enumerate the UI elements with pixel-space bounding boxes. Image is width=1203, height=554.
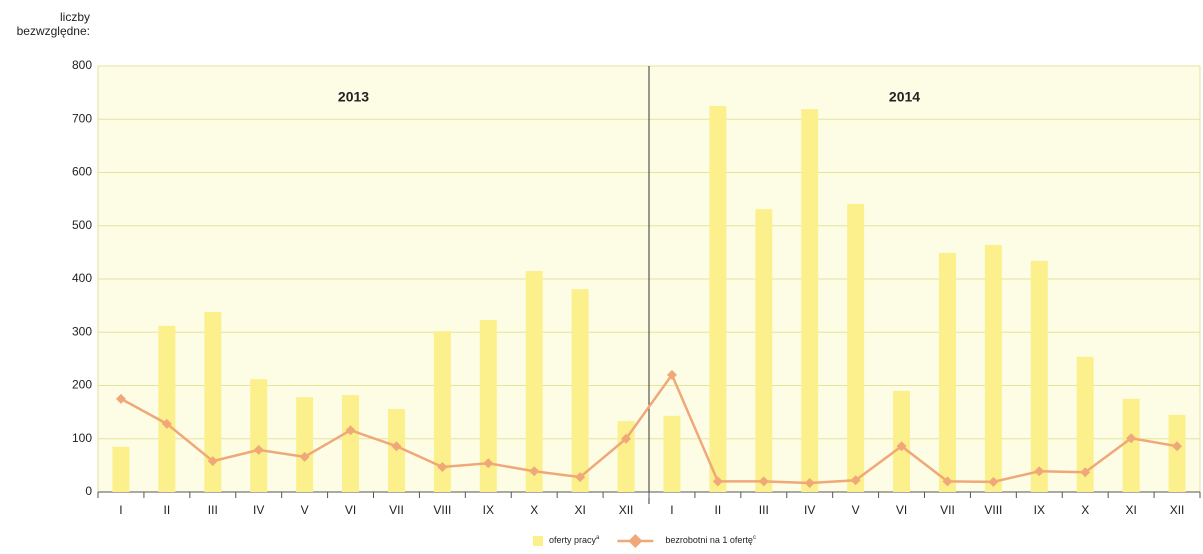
- legend-name: bezrobotni na 1 ofertę: [665, 535, 753, 545]
- x-tick-label: II: [164, 503, 171, 517]
- bar: [479, 320, 497, 492]
- bar: [158, 325, 176, 492]
- bar: [342, 395, 360, 492]
- marker: [161, 418, 172, 429]
- legend-label: bezrobotni na 1 ofertęc: [665, 535, 756, 546]
- marker: [896, 441, 907, 452]
- marker: [345, 425, 356, 436]
- bar: [204, 312, 222, 492]
- x-tick-label: X: [530, 503, 538, 517]
- y-tick-label: 700: [72, 111, 92, 125]
- x-tick-label: XI: [1125, 503, 1136, 517]
- bar: [847, 203, 865, 493]
- group-label: 2014: [889, 89, 920, 105]
- x-tick-label: V: [301, 503, 309, 517]
- bar: [1122, 398, 1140, 492]
- legend-note: c: [753, 535, 756, 541]
- bar: [663, 415, 681, 492]
- marker: [712, 476, 723, 487]
- x-tick-label: VII: [389, 503, 404, 517]
- marker: [666, 369, 677, 380]
- marker: [391, 441, 402, 452]
- x-tick-label: VI: [345, 503, 356, 517]
- group-label: 2013: [338, 89, 369, 105]
- x-tick-label: IV: [804, 503, 815, 517]
- bar: [433, 331, 451, 492]
- marker: [850, 475, 861, 486]
- x-tick-label: VII: [940, 503, 955, 517]
- marker: [988, 476, 999, 487]
- marker: [621, 433, 632, 444]
- y-tick-label: 200: [72, 378, 92, 392]
- y-tick-label: 500: [72, 218, 92, 232]
- x-tick-label: XII: [1170, 503, 1185, 517]
- legend-swatch: [628, 534, 643, 548]
- bar: [1168, 414, 1186, 492]
- x-tick-label: X: [1081, 503, 1089, 517]
- marker: [529, 466, 540, 477]
- x-tick-label: V: [852, 503, 860, 517]
- bar: [571, 289, 589, 492]
- y-tick-label: 800: [72, 58, 92, 72]
- marker: [483, 458, 494, 469]
- x-tick-label: XII: [619, 503, 634, 517]
- x-tick-label: I: [670, 503, 673, 517]
- marker: [299, 451, 310, 462]
- x-tick-label: IX: [1034, 503, 1045, 517]
- bar: [709, 105, 727, 492]
- marker: [1172, 441, 1183, 452]
- x-tick-label: II: [715, 503, 722, 517]
- bar: [938, 252, 956, 492]
- x-tick-label: I: [119, 503, 122, 517]
- legend-label: oferty pracya: [549, 535, 600, 546]
- bar: [755, 209, 773, 492]
- y-tick-label: 600: [72, 165, 92, 179]
- x-tick-label: III: [208, 503, 218, 517]
- bar: [250, 379, 268, 492]
- bar: [801, 109, 819, 492]
- y-tick-label: 300: [72, 324, 92, 338]
- marker: [758, 476, 769, 487]
- marker: [575, 472, 586, 483]
- x-tick-label: XI: [574, 503, 585, 517]
- line: [120, 372, 1178, 485]
- x-tick-label: III: [759, 503, 769, 517]
- legend-swatch: [533, 536, 543, 546]
- y-tick-label: 0: [85, 484, 92, 498]
- bar: [984, 244, 1002, 492]
- x-tick-label: IV: [253, 503, 264, 517]
- y-axis-label: liczby: [60, 10, 90, 24]
- x-tick-label: VIII: [984, 503, 1002, 517]
- y-tick-label: 100: [72, 431, 92, 445]
- bar: [525, 271, 543, 492]
- x-tick-label: VI: [896, 503, 907, 517]
- x-tick-label: VIII: [433, 503, 451, 517]
- marker: [115, 393, 126, 404]
- marker: [804, 477, 815, 488]
- legend-note: a: [596, 535, 600, 541]
- marker: [1126, 433, 1137, 444]
- marker: [1034, 466, 1045, 477]
- x-tick-label: IX: [483, 503, 494, 517]
- bar: [1030, 260, 1048, 492]
- marker: [207, 456, 218, 467]
- bar: [112, 446, 130, 492]
- bar: [1076, 356, 1094, 492]
- y-axis-label: bezwzględne:: [17, 24, 90, 38]
- marker: [1080, 467, 1091, 478]
- marker: [437, 461, 448, 472]
- marker: [942, 476, 953, 487]
- y-tick-label: 400: [72, 271, 92, 285]
- bar: [296, 397, 314, 492]
- legend-name: oferty pracy: [549, 535, 597, 545]
- marker: [253, 444, 264, 455]
